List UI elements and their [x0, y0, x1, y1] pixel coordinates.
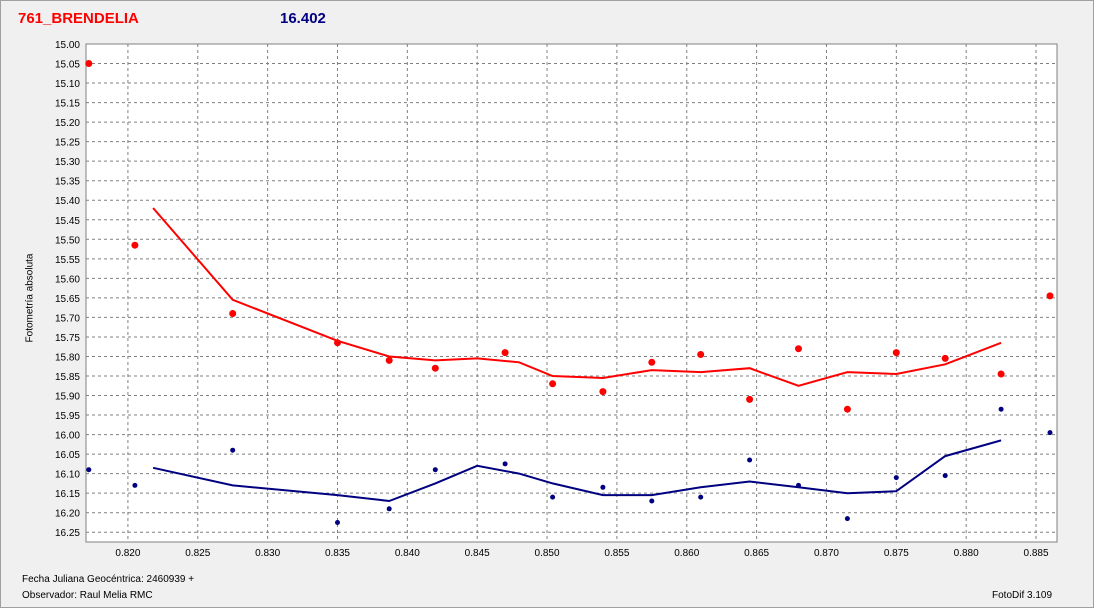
- series-0-data-point: [843, 405, 851, 413]
- y-tick-label: 15.25: [55, 138, 80, 149]
- series-0-data-point: [334, 339, 341, 347]
- series-1-data-point: [600, 484, 606, 490]
- x-tick-label: 0.870: [814, 548, 839, 559]
- series-1-data-point: [230, 447, 236, 453]
- series-0-data-point: [85, 60, 93, 67]
- y-tick-label: 15.85: [55, 372, 80, 383]
- series-1-data-point: [550, 494, 556, 500]
- y-tick-label: 15.60: [55, 274, 80, 285]
- x-tick-label: 0.845: [465, 548, 490, 559]
- x-tick-label: 0.855: [604, 548, 629, 559]
- series-0-data-point: [892, 349, 900, 357]
- y-tick-label: 15.75: [55, 333, 80, 344]
- x-tick-label: 0.885: [1024, 548, 1049, 559]
- y-tick-label: 15.95: [55, 411, 80, 422]
- series-1-data-point: [796, 482, 801, 488]
- series-0-fit-line: [152, 207, 1002, 387]
- x-tick-label: 0.840: [395, 548, 420, 559]
- y-tick-label: 15.00: [55, 40, 80, 51]
- y-tick-label: 16.25: [55, 528, 80, 539]
- series-1-data-point: [132, 482, 138, 488]
- y-tick-label: 15.35: [55, 177, 80, 188]
- x-tick-label: 0.850: [535, 548, 560, 559]
- y-tick-label: 15.15: [55, 99, 80, 110]
- series-1-data-point: [649, 498, 655, 504]
- series-1-fit-line: [152, 439, 1002, 503]
- series-0-data-point: [1046, 292, 1054, 300]
- x-tick-label: 0.825: [185, 548, 210, 559]
- series-0-data-point: [746, 395, 754, 403]
- data-points: [85, 60, 1054, 525]
- x-tick-label: 0.830: [255, 548, 280, 559]
- series-0-data-point: [648, 358, 656, 366]
- y-tick-label: 15.40: [55, 196, 80, 207]
- series-0-data-point: [697, 351, 705, 358]
- series-0-data-point: [229, 310, 237, 317]
- series-0-data-point: [997, 370, 1005, 378]
- y-tick-label: 15.90: [55, 392, 80, 403]
- series-0-data-point: [549, 380, 557, 388]
- series-1-data-point: [86, 467, 92, 473]
- object-name-title: 761_BRENDELIA: [18, 10, 139, 27]
- series-0-data-point: [941, 354, 949, 362]
- fecha-juliana-label: Fecha Juliana Geocéntrica: 2460939 +: [22, 574, 195, 585]
- x-tick-label: 0.875: [884, 548, 909, 559]
- software-version-label: FotoDif 3.109: [992, 590, 1053, 601]
- y-tick-label: 15.20: [55, 118, 80, 129]
- series-1-data-point: [502, 461, 508, 467]
- y-tick-label: 15.30: [55, 157, 80, 168]
- y-tick-label: 15.55: [55, 255, 80, 266]
- y-tick-label: 16.15: [55, 489, 80, 500]
- y-tick-label: 16.05: [55, 450, 80, 461]
- y-tick-labels: 15.00 15.05 15.10 15.15 15.20 15.25 15.30 15.35…: [55, 40, 80, 539]
- series-1-data-point: [998, 406, 1004, 412]
- series-1-data-point: [698, 494, 704, 500]
- y-tick-label: 15.80: [55, 352, 80, 363]
- observador-label: Observador: Raul Melia RMC: [22, 590, 153, 601]
- series-1-data-point: [335, 520, 340, 525]
- series-1-data-point: [942, 473, 948, 479]
- plot-area: [85, 43, 1058, 543]
- y-tick-label: 15.05: [55, 60, 80, 71]
- x-tick-label: 0.860: [674, 548, 699, 559]
- series-0-data-point: [795, 345, 802, 353]
- series-1-data-point: [893, 475, 899, 481]
- grid-lines: [86, 43, 1057, 542]
- series-0-data-point: [131, 241, 139, 249]
- series-1-data-point: [386, 506, 392, 512]
- y-tick-label: 15.10: [55, 79, 80, 90]
- y-tick-label: 15.50: [55, 235, 80, 246]
- series-1-data-point: [844, 516, 850, 522]
- series-1-data-point: [1047, 430, 1053, 436]
- x-tick-label: 0.820: [115, 548, 140, 559]
- y-tick-label: 15.45: [55, 216, 80, 227]
- x-tick-label: 0.865: [744, 548, 769, 559]
- y-tick-label: 15.70: [55, 313, 80, 324]
- x-tick-label: 0.835: [325, 548, 350, 559]
- y-tick-label: 16.00: [55, 431, 80, 442]
- fit-lines: [152, 207, 1002, 503]
- series-1-data-point: [747, 457, 753, 463]
- y-tick-label: 16.20: [55, 509, 80, 520]
- series-1-data-point: [432, 467, 438, 473]
- y-tick-label: 16.10: [55, 470, 80, 481]
- series-0-data-point: [501, 349, 509, 357]
- y-tick-label: 15.65: [55, 294, 80, 305]
- series-0-data-point: [431, 364, 439, 372]
- magnitude-value: 16.402: [280, 10, 326, 27]
- x-tick-label: 0.880: [954, 548, 979, 559]
- x-tick-labels: 0.820 0.825 0.830 0.835 0.840 0.845 0.850 0.855…: [115, 548, 1049, 559]
- series-0-data-point: [385, 356, 393, 364]
- series-0-data-point: [599, 388, 607, 396]
